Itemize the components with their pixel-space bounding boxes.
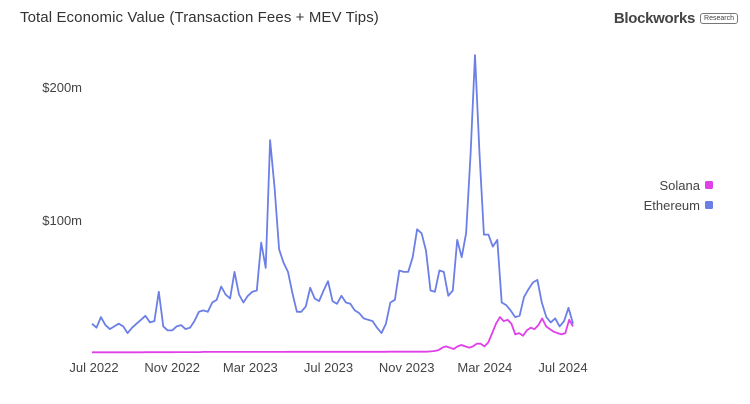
legend-swatch-ethereum (705, 201, 713, 209)
y-tick-label: $200m (42, 80, 82, 95)
series-lines (91, 54, 574, 354)
x-tick-label: Mar 2023 (223, 360, 278, 375)
x-tick-label: Jul 2024 (538, 360, 587, 375)
series-line-solana (92, 316, 574, 354)
brand-logo: Blockworks Research (614, 10, 738, 27)
x-tick-label: Mar 2024 (457, 360, 512, 375)
x-tick-label: Nov 2022 (144, 360, 200, 375)
legend-label-solana: Solana (660, 178, 701, 193)
brand-badge: Research (700, 13, 738, 24)
x-tick-label: Nov 2023 (379, 360, 435, 375)
series-line-ethereum (91, 54, 574, 335)
y-axis: $100m $200m (42, 80, 82, 228)
legend: Solana Ethereum (644, 178, 713, 213)
legend-swatch-solana (705, 181, 713, 189)
chart-title: Total Economic Value (Transaction Fees +… (20, 9, 379, 26)
x-axis: Jul 2022 Nov 2022 Mar 2023 Jul 2023 Nov 2023… (69, 360, 587, 375)
x-tick-label: Jul 2023 (304, 360, 353, 375)
brand-name: Blockworks (613, 10, 696, 27)
legend-label-ethereum: Ethereum (644, 198, 700, 213)
y-tick-label: $100m (42, 213, 82, 228)
x-tick-label: Jul 2022 (69, 360, 118, 375)
